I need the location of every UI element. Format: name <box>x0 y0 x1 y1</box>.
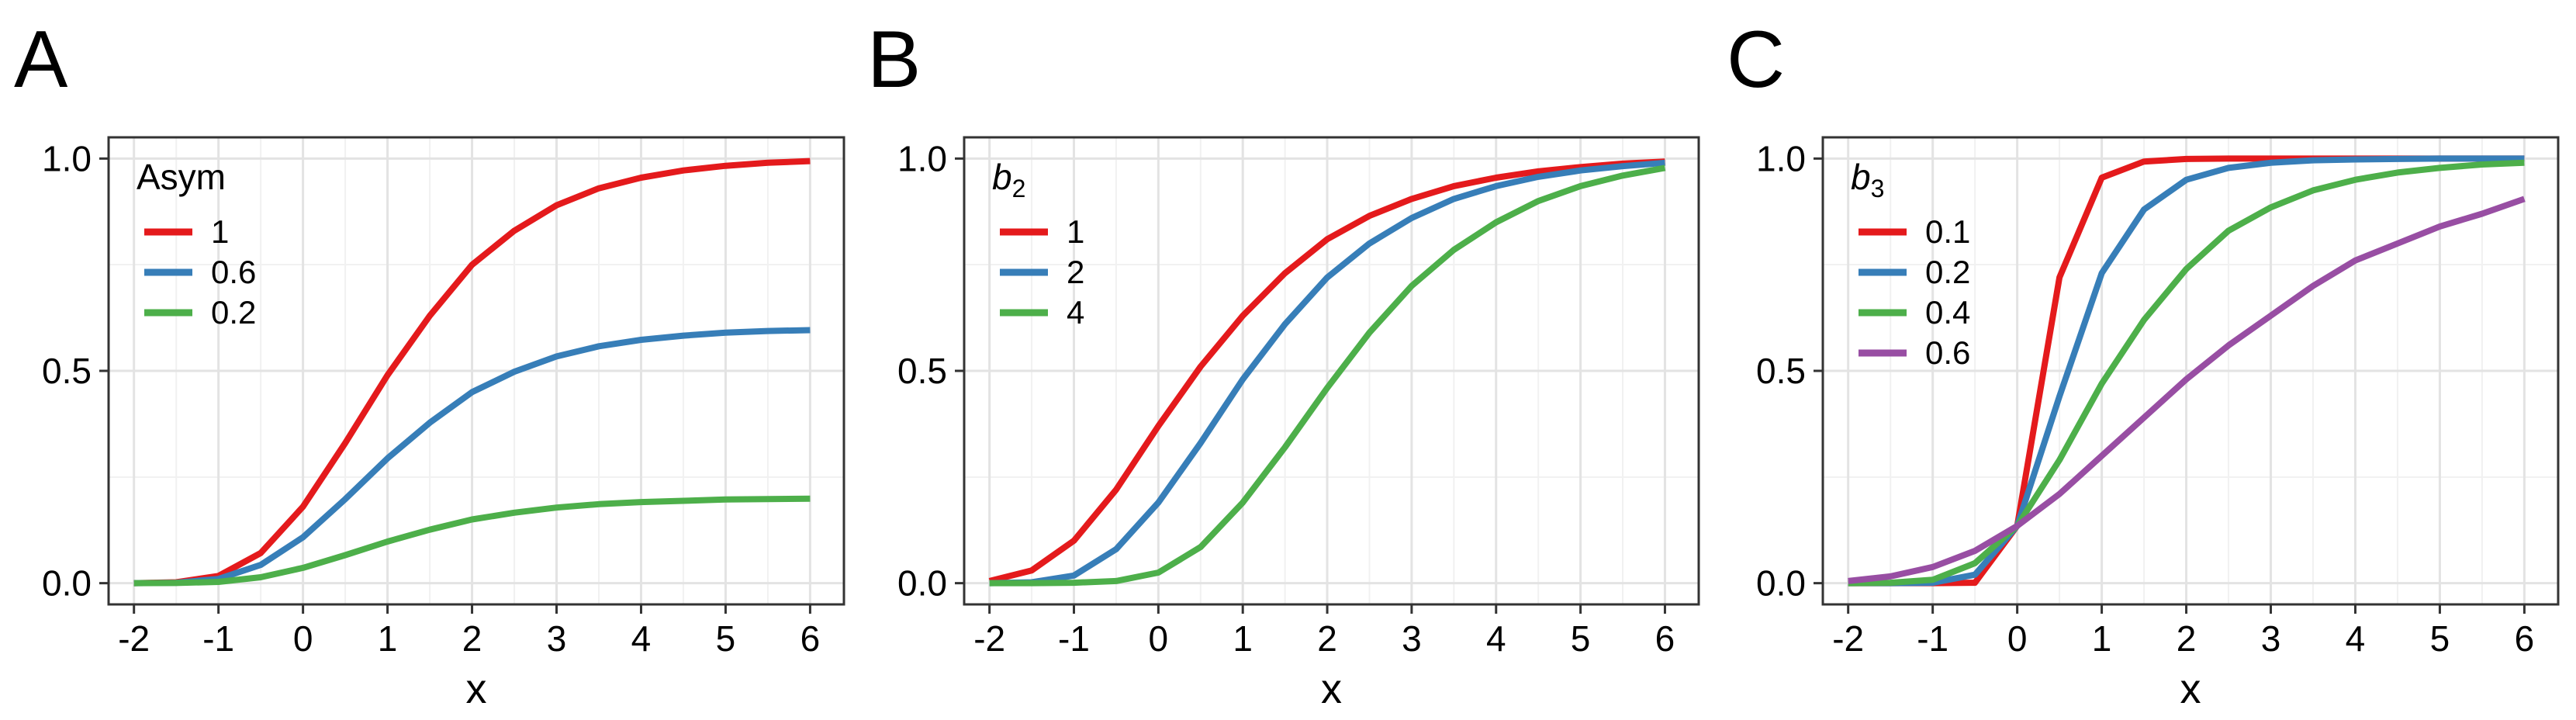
x-tick-label: 5 <box>1571 618 1591 659</box>
series-line-4 <box>989 164 1666 587</box>
x-tick-label: 4 <box>631 618 652 659</box>
x-tick-label: 4 <box>1486 618 1506 659</box>
x-tick-label: -2 <box>973 618 1005 659</box>
x-axis-title: x <box>2180 666 2201 712</box>
x-tick-label: -1 <box>202 618 234 659</box>
y-tick-label: 0.0 <box>897 563 947 604</box>
series-lines <box>988 158 1666 587</box>
legend-label: 2 <box>1067 254 1084 290</box>
x-tick-label: 0 <box>2007 618 2028 659</box>
x-tick-label: 6 <box>1655 618 1675 659</box>
y-axis: 0.0 0.5 1.0 <box>42 138 109 604</box>
panel-letter: B <box>867 15 921 105</box>
x-axis-title: x <box>1321 666 1342 712</box>
legend-title: Asym <box>137 157 226 197</box>
panel-c: C -2 -1 0 1 2 3 4 5 6 x 0.0 0.5 1.0 b3 0.1 0.2 0.40.6 <box>1727 15 2560 712</box>
y-axis: 0.0 0.5 1.0 <box>1756 138 1823 604</box>
x-tick-label: 1 <box>1233 618 1253 659</box>
x-tick-label: 6 <box>800 618 821 659</box>
legend-label: 0.2 <box>211 294 256 331</box>
x-tick-label: 6 <box>2515 618 2535 659</box>
x-tick-label: 2 <box>2177 618 2197 659</box>
y-tick-label: 1.0 <box>897 138 947 178</box>
legend-label: 0.6 <box>211 254 256 290</box>
legend-title: b2 <box>992 157 1025 202</box>
panel-a: A -2 -1 0 1 2 3 4 5 6 x 0.0 0.5 1.0 Asym 1 0.6 0.2 <box>14 15 845 712</box>
legend-title: b3 <box>1851 157 1884 202</box>
x-tick-label: 3 <box>547 618 567 659</box>
series-line-0-2 <box>1848 155 2525 587</box>
x-tick-label: -1 <box>1058 618 1090 659</box>
series-lines <box>1848 155 2526 587</box>
y-tick-label: 0.5 <box>42 351 92 391</box>
series-line-2 <box>989 159 1665 587</box>
x-tick-label: 4 <box>2346 618 2366 659</box>
legend: b3 0.1 0.2 0.40.6 <box>1851 157 1970 371</box>
series-line-1 <box>988 158 1665 584</box>
panel-letter: C <box>1727 15 1785 105</box>
x-tick-label: 2 <box>462 618 482 659</box>
series-line-0-4 <box>1848 159 2525 587</box>
x-tick-label: -2 <box>1832 618 1864 659</box>
panel-letter: A <box>14 15 68 105</box>
x-tick-label: 0 <box>293 618 313 659</box>
x-tick-label: 1 <box>378 618 398 659</box>
y-tick-label: 1.0 <box>42 138 92 178</box>
legend-label: 1 <box>211 213 229 250</box>
y-axis: 0.0 0.5 1.0 <box>897 138 964 604</box>
y-tick-label: 0.0 <box>1756 563 1806 604</box>
legend: Asym 1 0.6 0.2 <box>137 157 256 331</box>
series-line-0-6 <box>1848 196 2526 584</box>
x-tick-label: 3 <box>1402 618 1422 659</box>
legend-label: 0.1 <box>1925 213 1970 250</box>
legend-label: 1 <box>1067 213 1084 250</box>
x-tick-label: 2 <box>1317 618 1337 659</box>
x-tick-label: -1 <box>1917 618 1948 659</box>
series-line-0-6 <box>133 327 811 587</box>
panel-b: B -2 -1 0 1 2 3 4 5 6 x 0.0 0.5 1.0 b2 1 2 4 <box>867 15 1700 712</box>
x-tick-label: 1 <box>2092 618 2112 659</box>
x-tick-label: 0 <box>1149 618 1169 659</box>
legend: b2 1 2 4 <box>992 157 1084 331</box>
y-tick-label: 0.5 <box>1756 351 1806 391</box>
legend-label: 0.2 <box>1925 254 1970 290</box>
y-tick-label: 0.0 <box>42 563 92 604</box>
series-line-0-2 <box>133 495 811 587</box>
y-tick-label: 1.0 <box>1756 138 1806 178</box>
x-tick-label: 3 <box>2261 618 2281 659</box>
legend-label: 0.6 <box>1925 334 1970 371</box>
x-axis: -2 -1 0 1 2 3 4 5 6 x <box>1832 604 2534 712</box>
series-line-1 <box>133 158 811 587</box>
x-axis: -2 -1 0 1 2 3 4 5 6 x <box>973 604 1675 712</box>
x-tick-label: 5 <box>716 618 736 659</box>
x-tick-label: 5 <box>2430 618 2450 659</box>
x-axis-title: x <box>466 666 487 712</box>
legend-label: 4 <box>1067 294 1084 331</box>
x-axis: -2 -1 0 1 2 3 4 5 6 x <box>118 604 820 712</box>
x-tick-label: -2 <box>118 618 150 659</box>
legend-label: 0.4 <box>1925 294 1970 331</box>
y-tick-label: 0.5 <box>897 351 947 391</box>
series-lines <box>133 158 811 587</box>
